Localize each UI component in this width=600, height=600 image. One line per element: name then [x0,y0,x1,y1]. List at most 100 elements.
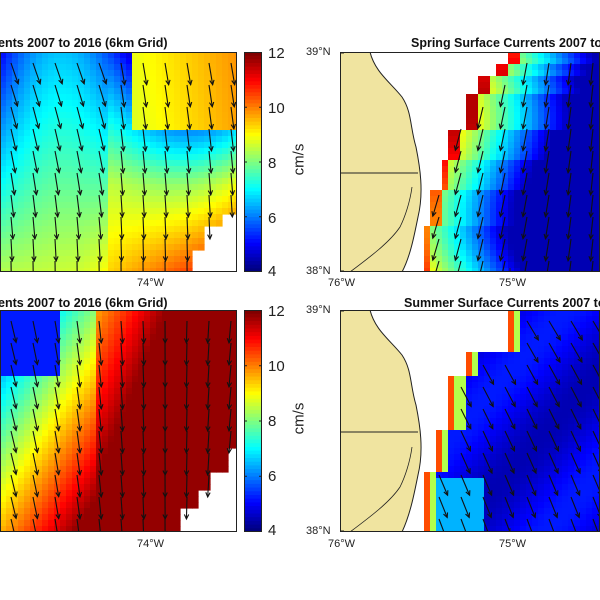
panel-3-arrow [183,452,190,477]
panel-1-arrow [120,62,127,86]
panel-1-map [0,52,237,272]
panel-3-arrow [183,474,190,499]
panel-4-arrow [570,452,581,475]
panel-2-arrow [498,216,506,240]
colorbar-2-unit: cm/s [290,402,308,435]
panel-3-arrow [76,452,83,477]
panel-3-arrow [76,474,83,499]
panel-1-arrow [230,84,237,109]
panel-2-arrow [588,216,594,241]
panel-1-arrow [208,150,214,175]
panel-1-arrow [10,172,17,196]
panel-4-map [340,310,600,532]
panel-1-arrow [185,216,191,241]
panel-2-arrow [565,150,572,175]
panel-4-arrow [570,386,582,408]
panel-4-arrow [548,386,560,408]
panel-1-arrow [98,62,108,85]
panel-3-arrow [226,320,233,345]
panel-2-arrow [521,106,528,130]
panel-4-title: Summer Surface Currents 2007 to [404,296,600,310]
panel-1-arrow [208,106,214,131]
panel-3-arrow [98,320,104,345]
panel-1-title: ents 2007 to 2016 (6km Grid) [0,36,168,50]
panel-2-arrow [588,106,594,131]
panel-4-arrow [526,452,537,475]
panel-1-arrow [32,128,40,152]
panel-1-arrow [141,172,148,197]
panel-4-arrow [460,474,471,497]
panel-1-arrow [164,128,170,153]
panel-1-arrow [186,84,193,109]
panel-4-arrow [482,496,493,519]
panel-3-arrow [226,342,233,367]
panel-2-arrow [543,84,550,108]
panel-2-arrow [565,62,572,87]
panel-3-arrow [205,342,211,367]
panel-2-arrow [476,150,484,174]
panel-3-arrow [205,408,211,433]
panel-1-arrow [141,194,147,219]
panel-3-arrow [54,518,58,532]
panel-4-arrow [482,474,493,497]
panel-3-arrow [32,452,40,476]
panel-1-arrow [118,238,125,263]
panel-1-arrow [185,194,191,219]
panel-3-arrow [54,408,61,432]
panel-1-arrow [97,238,103,263]
panel-3-arrow [141,342,147,367]
panel-4-arrow [526,496,537,519]
panel-2-arrow [588,238,594,263]
panel-2-arrow [543,106,550,130]
panel-1-arrow [120,128,126,153]
panel-3-arrow [76,364,83,389]
colorbar-2 [244,310,262,532]
panel-3-arrow [183,430,190,455]
panel-1-arrow [76,106,85,130]
panel-3-arrow [54,496,61,520]
panel-4-arrow [460,408,472,430]
panel-2-arrow [565,172,572,197]
panel-3-arrow [119,408,125,433]
panel-4-arrow [460,386,472,408]
panel-1-arrow [119,194,125,219]
panel-2-arrow [521,128,528,152]
panel-2-title: Spring Surface Currents 2007 to [411,36,600,50]
panel-2-arrow [521,216,528,240]
panel-3-arrow [54,452,61,476]
panel-1-arrow [10,84,19,108]
panel-1-arrow [31,238,37,263]
panel-3-arrow [183,320,190,345]
panel-3-arrow [119,474,125,499]
panel-4-arrow [526,364,539,386]
panel-1-arrow [97,216,104,241]
panel-4-arrow [570,518,577,532]
panel-1-arrow [76,172,83,196]
panel-4-arrow [570,342,583,364]
panel-4-arrow [504,452,515,475]
panel-1-arrow [186,62,193,86]
panel-4-arrow [460,518,467,532]
panel-4-ytick-39n: 39°N [306,304,331,316]
panel-1-arrow [162,238,169,263]
panel-1-arrow [54,84,63,108]
panel-4-arrow [592,342,600,361]
panel-3-arrow [119,452,125,477]
panel-4-xtick-75w: 75°W [499,538,527,550]
panel-3-arrow [32,430,40,454]
panel-3-arrow [76,320,83,345]
panel-3-arrow [226,408,233,433]
panel-2-arrow [543,128,550,152]
panel-2-arrow [565,238,572,263]
panel-1-arrow [164,150,170,175]
panel-1-arrow [10,128,18,152]
panel-3-arrow [205,320,211,345]
panel-2-arrow [588,128,594,153]
panel-2-arrow [521,150,528,174]
panel-3-arrow [119,364,125,389]
panel-4-arrow [526,342,539,364]
panel-2-arrow [521,194,528,218]
panel-3-arrow [141,364,147,389]
panel-2-arrow [521,238,528,262]
panel-1-arrow [186,150,192,175]
